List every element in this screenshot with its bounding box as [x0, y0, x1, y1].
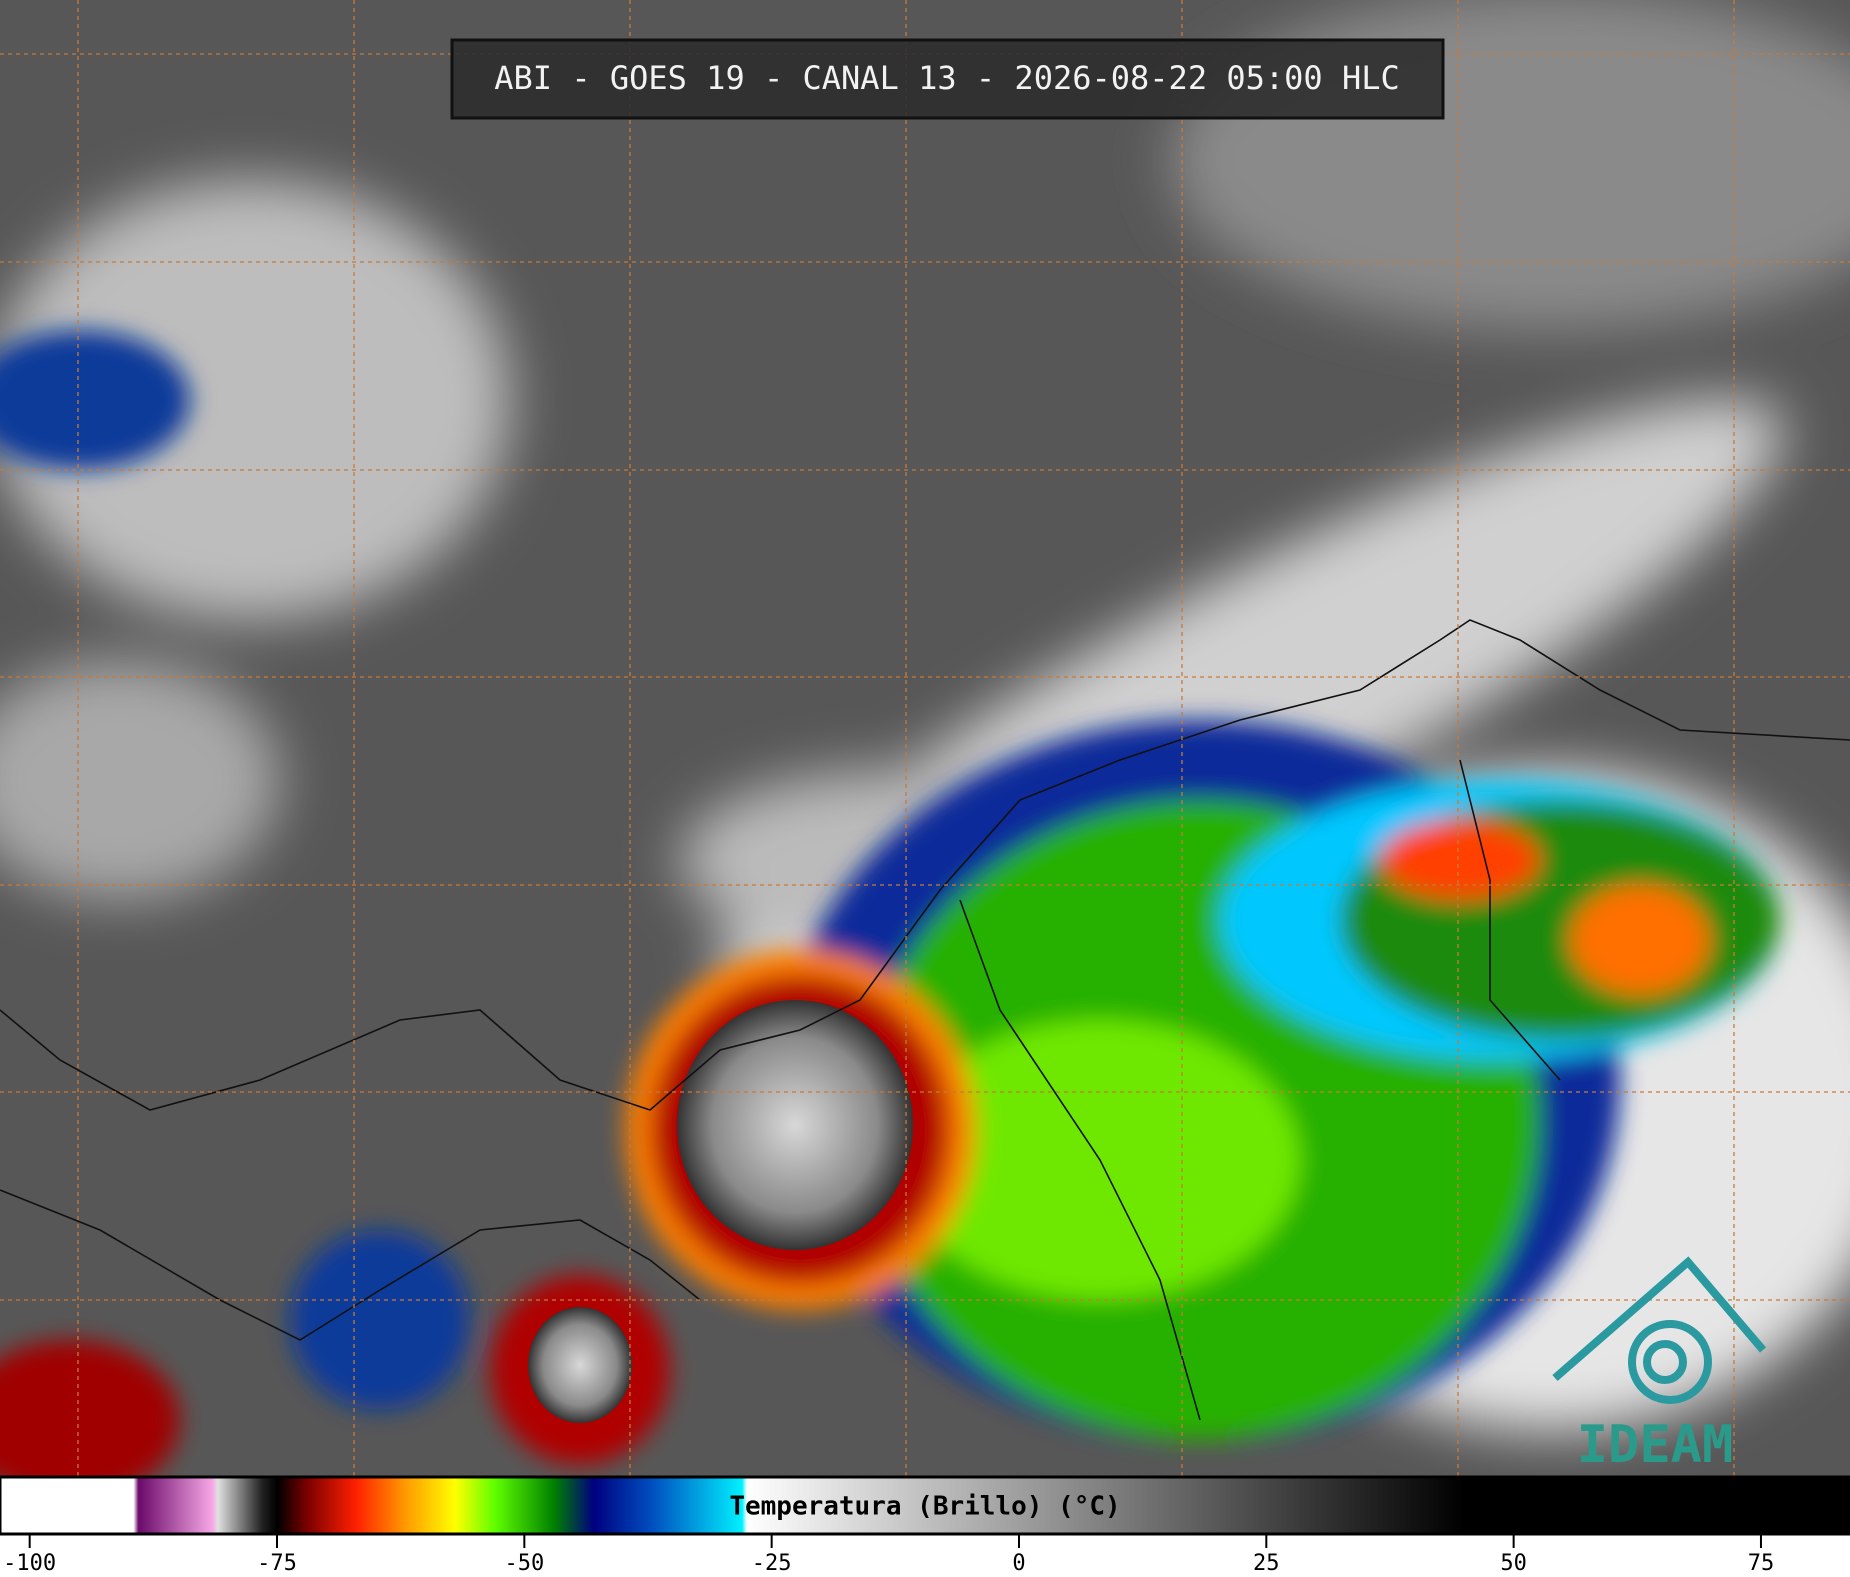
tick-label: 25: [1253, 1551, 1280, 1576]
logo: [1552, 1256, 1767, 1404]
storm-core: [677, 1000, 913, 1250]
colorbar-label: Temperatura (Brillo) (°C): [729, 1492, 1120, 1522]
storm-core: [528, 1307, 632, 1423]
tick-label: -50: [504, 1551, 544, 1576]
graticule: [0, 0, 1850, 1477]
logo-text: IDEAM: [1577, 1415, 1734, 1475]
coastlines: [0, 619, 1850, 1421]
storms: [0, 330, 1780, 1500]
tick-label: 50: [1500, 1551, 1527, 1576]
tick-label: -25: [752, 1551, 792, 1576]
colorbar: Temperatura (Brillo) (°C) -100 -75 -50 -25 0 2…: [0, 1475, 1850, 1576]
title-box: [450, 38, 1445, 120]
colorbar-fill: [0, 1475, 1850, 1536]
tick-label: 0: [1012, 1551, 1025, 1576]
tick-label: -75: [257, 1551, 297, 1576]
title: ABI - GOES 19 - CANAL 13 - 2026-08-22 05…: [494, 59, 1399, 97]
tick-label: 75: [1748, 1551, 1775, 1576]
tick-label: -100: [3, 1551, 56, 1576]
